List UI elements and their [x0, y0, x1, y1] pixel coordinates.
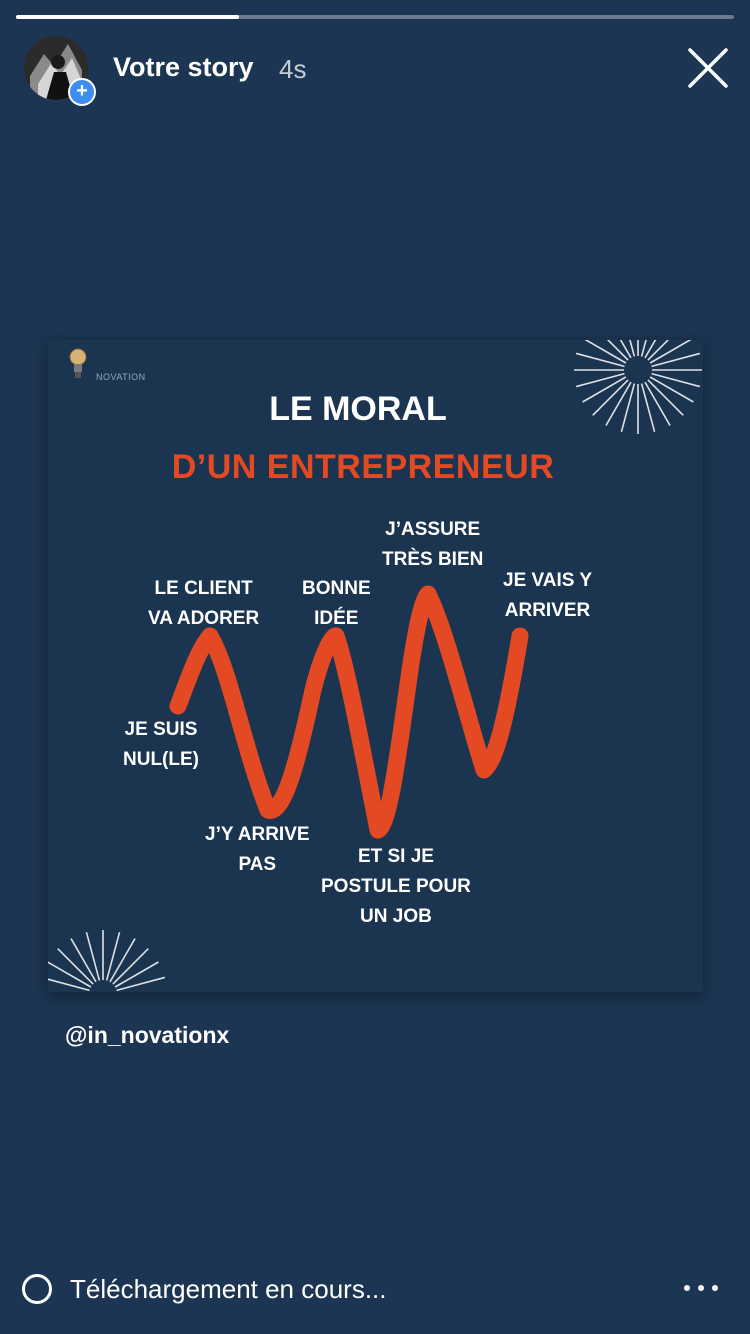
sunburst-ray [48, 978, 90, 992]
label-line: LE CLIENT [154, 578, 253, 599]
label-line: J’Y ARRIVE [205, 824, 310, 845]
sunburst-ray [48, 961, 92, 988]
label-client-va-adorer: LE CLIENT VA ADORER [148, 574, 259, 634]
sunburst-ray [582, 376, 627, 403]
label-line: POSTULE POUR [321, 876, 471, 897]
sunburst-ray [647, 340, 670, 361]
label-jy-arrive-pas: J’Y ARRIVE PAS [205, 820, 310, 880]
post-title-line1: LE MORAL [269, 390, 447, 428]
avatar-photo [24, 36, 88, 100]
sunburst-ray [647, 379, 684, 416]
story-timestamp: 4s [279, 54, 307, 84]
sunburst-ray [116, 976, 166, 992]
label-je-vais-y-arriver: JE VAIS Y ARRIVER [503, 566, 592, 626]
sunburst-ray [651, 372, 701, 388]
sunburst-ray [629, 340, 636, 357]
label-je-suis-nul: JE SUIS NUL(LE) [123, 715, 199, 775]
sunburst-ray [592, 379, 629, 416]
label-line: J’ASSURE [385, 519, 481, 540]
label-line: UN JOB [360, 906, 432, 927]
brand-text: NOVATION [96, 372, 146, 382]
sunburst-ray [112, 948, 149, 985]
shared-post-image[interactable]: NOVATION LE MORAL D’UN ENTREPRENEUR JE S… [48, 340, 703, 992]
sunburst-ray [649, 340, 692, 364]
sunburst-ray [649, 376, 694, 403]
sunburst-ray [619, 340, 632, 359]
label-bonne-idee: BONNE IDÉE [302, 574, 371, 634]
sunburst-ray [109, 938, 136, 983]
story-progress-fill [16, 15, 239, 19]
sunburst-decoration-top [574, 340, 702, 434]
story-header: + Votre story 4s [24, 36, 730, 106]
spinner-icon [22, 1274, 52, 1304]
label-line: TRÈS BIEN [382, 549, 484, 570]
more-button[interactable] [684, 1278, 720, 1298]
plus-icon[interactable]: + [68, 78, 96, 106]
account-handle[interactable]: @in_novationx [65, 1022, 230, 1048]
more-icon [684, 1285, 690, 1291]
sunburst-ray [620, 383, 636, 433]
sunburst-ray [85, 931, 101, 981]
sunburst-ray [644, 340, 657, 359]
sunburst-ray [651, 352, 701, 368]
label-line: ARRIVER [504, 600, 591, 621]
label-line: PAS [238, 854, 277, 875]
close-button[interactable] [686, 46, 730, 90]
sunburst-ray [575, 352, 625, 368]
sunburst-ray [575, 372, 625, 388]
label-line: ET SI JE [357, 846, 434, 867]
sunburst-ray [584, 340, 627, 364]
brand-logo: NOVATION [62, 344, 152, 384]
label-line: IDÉE [314, 608, 359, 629]
label-line: BONNE [302, 578, 371, 599]
label-line: VA ADORER [148, 608, 260, 629]
close-icon [688, 48, 728, 88]
more-icon-dot [698, 1285, 704, 1291]
story-progress-bar [16, 15, 734, 19]
label-line: JE SUIS [124, 719, 198, 740]
lightbulb-icon [69, 348, 87, 378]
sunburst-ray [70, 938, 97, 983]
post-title-line2: D’UN ENTREPRENEUR [171, 448, 555, 486]
label-line: NUL(LE) [123, 749, 199, 770]
sunburst-ray [57, 948, 94, 985]
story-title: Votre story [113, 52, 254, 82]
more-icon-dot [712, 1285, 718, 1291]
label-line: JE VAIS Y [503, 570, 593, 591]
sunburst-ray [114, 961, 159, 988]
avatar[interactable] [24, 36, 88, 100]
sunburst-ray [605, 381, 632, 426]
upload-status-bar: Téléchargement en cours... [22, 1270, 728, 1314]
label-jassure-tres-bien: J’ASSURE TRÈS BIEN [382, 515, 483, 575]
sunburst-ray [640, 340, 647, 357]
sunburst-decoration-bottom [48, 930, 166, 992]
sunburst-ray [105, 931, 121, 981]
mood-wave [169, 585, 529, 839]
label-postule-pour-un-job: ET SI JE POSTULE POUR UN JOB [321, 842, 471, 932]
sunburst-ray [606, 340, 629, 361]
sunburst-ray [640, 383, 656, 433]
sunburst-ray [644, 381, 671, 426]
upload-status-text: Téléchargement en cours... [70, 1274, 387, 1304]
